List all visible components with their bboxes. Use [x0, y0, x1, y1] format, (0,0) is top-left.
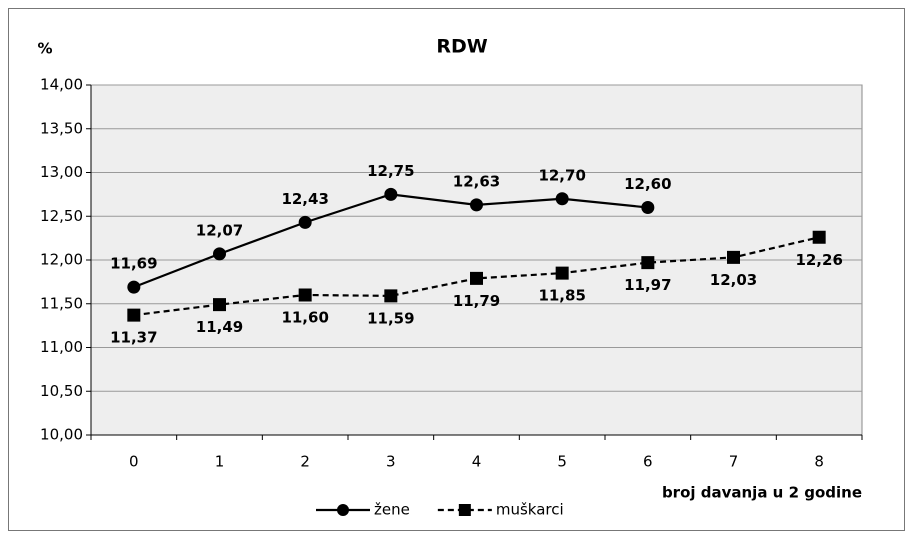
data-label: 11,59 [367, 309, 414, 327]
y-tick-label: 11,00 [40, 338, 83, 356]
x-tick-label: 8 [814, 453, 824, 471]
data-label: 11,97 [624, 276, 671, 294]
x-tick-label: 4 [472, 453, 482, 471]
data-label: 12,70 [538, 166, 585, 184]
data-point [727, 250, 740, 264]
data-point [555, 192, 569, 206]
data-point [812, 230, 826, 244]
data-point [213, 298, 226, 312]
data-point [127, 308, 141, 322]
data-point [213, 247, 226, 261]
data-label: 12,26 [795, 251, 842, 269]
data-label: 12,63 [453, 172, 500, 190]
data-point [641, 256, 655, 270]
x-tick-label: 6 [643, 453, 653, 471]
y-tick-label: 13,50 [40, 119, 83, 137]
y-tick-label: 13,00 [40, 163, 83, 181]
data-point [384, 289, 398, 303]
legend-marker [337, 504, 349, 516]
data-point [298, 215, 312, 229]
legend-label: žene [374, 501, 410, 519]
data-label: 12,03 [710, 271, 757, 289]
data-label: 11,85 [538, 287, 585, 305]
y-tick-label: 10,00 [40, 426, 83, 444]
data-point [127, 280, 141, 294]
data-point [384, 187, 398, 201]
x-tick-label: 2 [300, 453, 310, 471]
x-axis-label: broj davanja u 2 godine [662, 484, 862, 502]
data-label: 12,60 [624, 175, 671, 193]
y-tick-label: 10,50 [40, 382, 83, 400]
y-tick-label: 12,00 [40, 251, 83, 269]
y-tick-label: 14,00 [40, 76, 83, 94]
chart-title: RDW [436, 36, 487, 58]
data-point [470, 198, 483, 212]
x-tick-label: 5 [557, 453, 567, 471]
data-point [470, 271, 483, 285]
data-label: 11,79 [453, 292, 500, 310]
data-label: 12,07 [196, 221, 243, 239]
data-label: 12,43 [281, 190, 328, 208]
data-label: 12,75 [367, 162, 414, 180]
y-tick-label: 12,50 [40, 207, 83, 225]
legend-label: muškarci [496, 501, 564, 519]
y-axis-label: % [37, 40, 52, 58]
data-point [641, 201, 655, 214]
x-tick-label: 3 [386, 453, 396, 471]
data-point [298, 288, 312, 302]
y-tick-label: 11,50 [40, 294, 83, 312]
data-label: 11,37 [110, 329, 157, 347]
legend-marker [458, 504, 471, 516]
x-tick-label: 1 [215, 453, 225, 471]
data-label: 11,69 [110, 255, 157, 273]
data-label: 11,49 [196, 318, 243, 336]
data-label: 11,60 [281, 309, 328, 327]
data-point [555, 266, 569, 280]
x-tick-label: 0 [129, 453, 139, 471]
x-tick-label: 7 [729, 453, 739, 471]
